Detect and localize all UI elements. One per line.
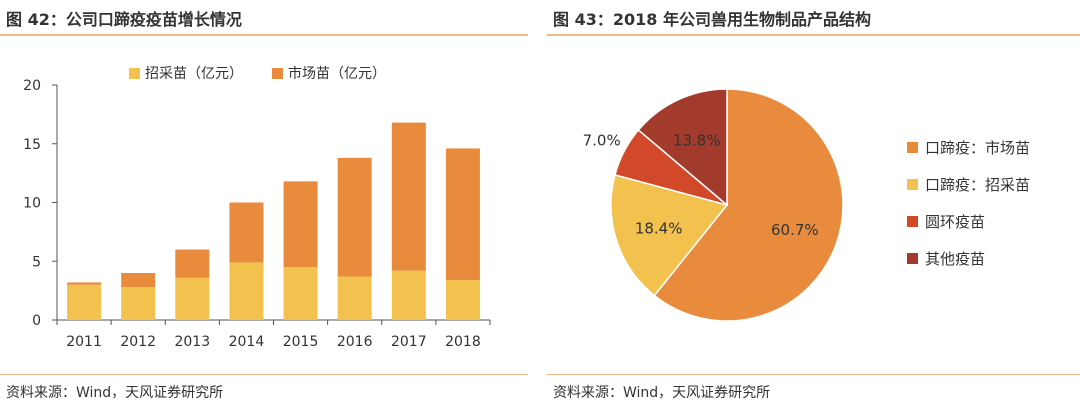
x-tick-label: 2018: [445, 334, 481, 350]
title-divider: [547, 34, 1080, 36]
bar-segment-zhaocai: [283, 267, 318, 320]
bar-segment-shichang: [121, 273, 156, 288]
legend-swatch: [129, 68, 140, 79]
chart-title: 图 43：2018 年公司兽用生物制品产品结构: [553, 10, 871, 29]
pie-data-label: 7.0%: [583, 131, 621, 149]
bar-segment-zhaocai: [337, 276, 372, 320]
x-tick-label: 2015: [283, 334, 319, 350]
bar-segment-shichang: [283, 181, 318, 268]
legend-label: 口蹄疫：市场苗: [925, 139, 1030, 157]
bar-segment-shichang: [229, 202, 264, 263]
bar-segment-zhaocai: [67, 284, 102, 320]
legend-label: 其他疫苗: [925, 250, 985, 268]
bar-segment-zhaocai: [445, 280, 480, 320]
pie-data-label: 13.8%: [673, 132, 721, 150]
legend-label: 圆环疫苗: [925, 213, 985, 231]
legend-swatch: [907, 216, 918, 227]
legend-swatch: [907, 179, 918, 190]
x-tick-label: 2016: [337, 334, 373, 350]
x-tick-label: 2014: [229, 334, 265, 350]
right-chart-panel: 图 43：2018 年公司兽用生物制品产品结构 60.7% 18.4% 7.0% 13…: [547, 0, 1080, 407]
y-tick-label: 10: [23, 196, 41, 212]
source-divider: [547, 374, 1080, 375]
bar-segment-shichang: [337, 157, 372, 277]
pie-data-label: 18.4%: [635, 219, 683, 237]
bar-segment-shichang: [67, 282, 102, 285]
pie-slice: [610, 173, 729, 297]
stacked-bar-chart: 0 5 10 15 20 2011 2012 2013 2014 2015 2016 2017 2018…: [23, 65, 491, 350]
pie-chart: 60.7% 18.4% 7.0% 13.8% 口蹄疫：市场苗口蹄疫：招采苗圆环疫苗其他疫…: [583, 88, 1030, 322]
y-tick-label: 0: [32, 313, 41, 329]
pie-data-label: 60.7%: [771, 221, 819, 239]
legend-swatch: [907, 142, 918, 153]
legend-swatch: [907, 253, 918, 264]
y-tick-label: 5: [32, 254, 41, 270]
bar-segment-shichang: [391, 122, 426, 271]
x-tick-label: 2012: [120, 334, 156, 350]
legend-label: 招采苗（亿元）: [145, 66, 243, 82]
bar-segment-shichang: [445, 148, 480, 281]
source-note: 资料来源：Wind，天风证券研究所: [6, 385, 224, 401]
x-tick-label: 2017: [391, 334, 427, 350]
x-tick-label: 2011: [66, 334, 102, 350]
bar-segment-zhaocai: [229, 262, 264, 320]
bar-segment-zhaocai: [391, 270, 426, 320]
legend-swatch: [272, 68, 283, 79]
bar-segment-shichang: [175, 249, 210, 278]
legend-label: 口蹄疫：招采苗: [925, 176, 1030, 194]
x-tick-label: 2013: [174, 334, 210, 350]
bar-segment-zhaocai: [121, 287, 156, 320]
chart-title: 图 42：公司口蹄疫疫苗增长情况: [6, 10, 242, 29]
pie-slice: [637, 88, 728, 207]
y-tick-label: 20: [23, 78, 41, 94]
title-divider: [0, 34, 528, 36]
bar-segment-zhaocai: [175, 277, 210, 320]
left-chart-panel: 图 42：公司口蹄疫疫苗增长情况 0 5 10 15 20 2011 2012 2013 201…: [0, 0, 528, 407]
y-tick-label: 15: [23, 137, 41, 153]
pie-slice: [653, 88, 844, 322]
source-note: 资料来源：Wind，天风证券研究所: [553, 385, 771, 401]
source-divider: [0, 374, 528, 375]
legend-label: 市场苗（亿元）: [288, 65, 386, 82]
